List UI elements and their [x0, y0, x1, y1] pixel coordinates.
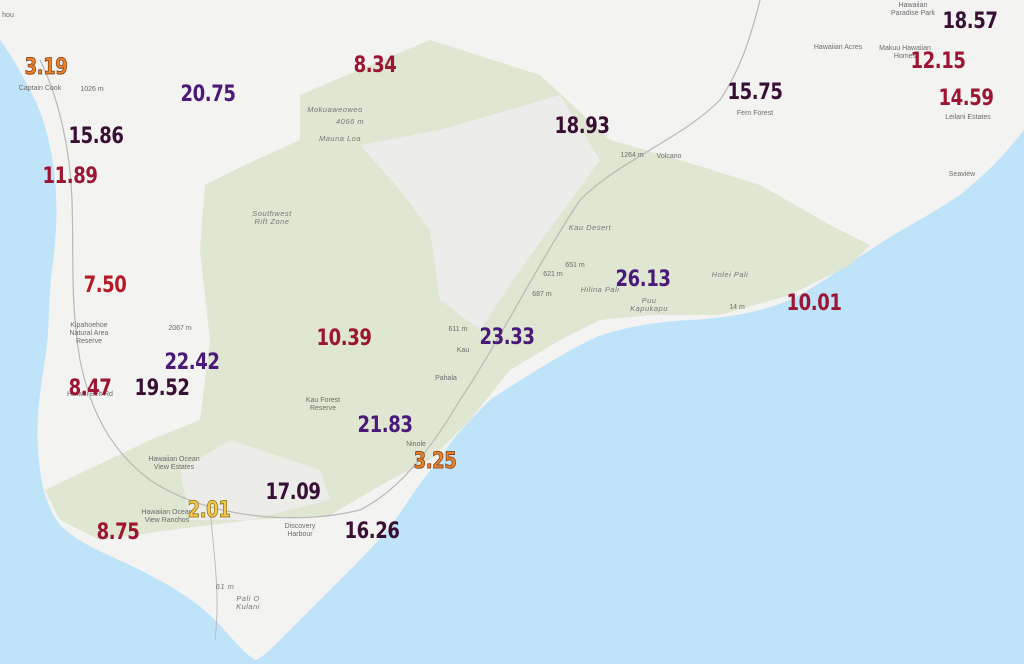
place-label: 2067 m: [168, 325, 192, 332]
rainfall-value-label: 20.75: [180, 82, 236, 107]
place-label: Hawaiian Paradise Park: [891, 2, 935, 17]
rainfall-value-label: 16.26: [344, 519, 400, 544]
place-label: Discovery Harbour: [284, 523, 316, 538]
place-label: Leilani Estates: [945, 114, 991, 121]
place-label: Volcano: [656, 153, 682, 160]
place-label: 621 m: [543, 271, 563, 278]
place-label: Makuu Hawaiian Homes: [879, 45, 931, 60]
desert-light-area: [360, 95, 600, 330]
place-label: Pahala: [435, 375, 457, 382]
place-label: Hawaiian Acres: [813, 44, 863, 51]
rainfall-value-label: 3.19: [24, 55, 68, 80]
rainfall-value-label: 2.01: [187, 498, 231, 523]
place-label: 611 m: [448, 326, 468, 333]
rainfall-value-label: 8.47: [68, 376, 112, 401]
rainfall-value-label: 8.34: [353, 53, 397, 78]
road-belt-west: [39, 0, 761, 519]
place-label: Puu Kapukapu: [630, 296, 668, 313]
place-label: Mauna Loa: [318, 134, 362, 143]
rainfall-value-label: 18.93: [554, 114, 610, 139]
place-label: Fern Forest: [736, 110, 774, 117]
rainfall-value-label: 3.25: [413, 449, 457, 474]
place-label: 4066 m: [335, 117, 365, 126]
rainfall-value-label: 22.42: [164, 350, 220, 375]
place-label: Seaview: [948, 171, 976, 178]
rainfall-value-label: 21.83: [357, 413, 413, 438]
place-label: Southwest Rift Zone: [252, 209, 292, 226]
ocean-view-area: [180, 440, 330, 520]
rainfall-value-label: 7.50: [83, 273, 127, 298]
rainfall-value-label: 14.59: [938, 86, 994, 111]
rainfall-value-label: 17.09: [265, 480, 321, 505]
place-label: Kau Forest Reserve: [305, 397, 341, 412]
place-label: 61 m: [215, 582, 235, 591]
place-label: 1264 m: [620, 152, 644, 159]
place-label: Hilina Pali: [580, 285, 620, 294]
place-label: 14 m: [729, 304, 745, 311]
rainfall-value-label: 11.89: [42, 164, 98, 189]
road-south-point: [209, 509, 218, 641]
rainfall-value-label: 10.39: [316, 326, 372, 351]
place-label: Kau: [456, 347, 470, 354]
place-label: Kipahoehoe Natural Area Reserve: [69, 322, 109, 345]
rainfall-value-label: 18.57: [942, 9, 998, 34]
place-label: Pali O Kulani: [236, 594, 260, 611]
place-label: 1026 m: [80, 86, 104, 93]
rainfall-value-label: 15.75: [727, 80, 783, 105]
place-label: 687 m: [532, 291, 552, 298]
place-label: hou: [2, 12, 14, 19]
place-label: Hawaiian Ocean View Ranchos: [141, 509, 193, 524]
rainfall-value-label: 23.33: [479, 325, 535, 350]
rainfall-value-label: 10.01: [786, 291, 842, 316]
place-label: Hawaiian Ocean View Estates: [148, 456, 200, 471]
place-label: Mokuaweoweo: [307, 105, 363, 114]
place-label: Hawaii Belt Rd: [67, 391, 113, 398]
rainfall-value-label: 8.75: [96, 520, 140, 545]
rainfall-value-label: 19.52: [134, 376, 190, 401]
place-label: Captain Cook: [18, 85, 62, 92]
place-label: Kau Desert: [568, 223, 612, 232]
rainfall-value-label: 26.13: [615, 267, 671, 292]
place-label: Ninole: [406, 441, 426, 448]
rainfall-value-label: 12.15: [910, 49, 966, 74]
place-label: Holei Pali: [711, 270, 749, 279]
place-label: 651 m: [565, 262, 585, 269]
rainfall-value-label: 15.86: [68, 124, 124, 149]
